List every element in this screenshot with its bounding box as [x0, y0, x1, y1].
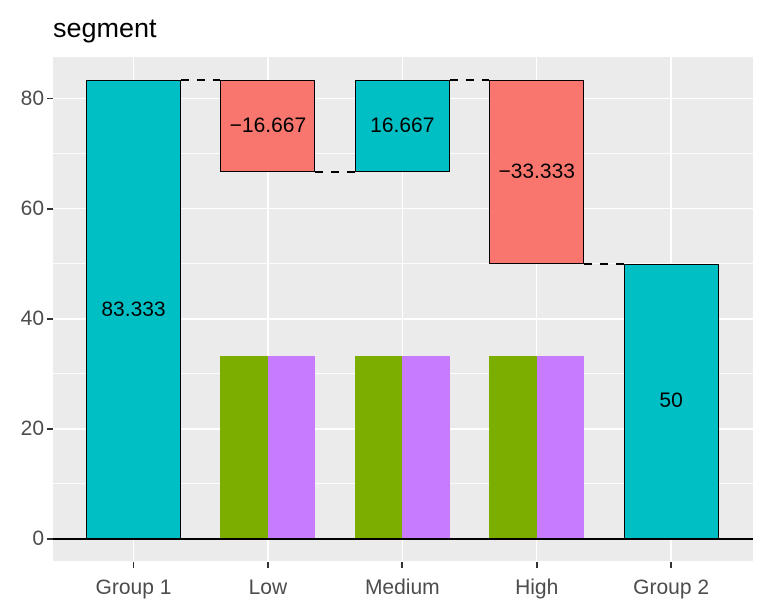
- waterfall-connector-1: [315, 170, 355, 174]
- dodged-bar-green-high: [489, 355, 537, 539]
- bar-value-label-group-1: 83.333: [101, 297, 166, 321]
- waterfall-bar-low: [220, 80, 316, 172]
- y-axis-label-0: 0: [32, 527, 44, 550]
- y-axis-label-60: 60: [20, 196, 44, 220]
- y-axis-label-80: 80: [20, 86, 44, 110]
- gridline-major-x-2: [401, 57, 404, 562]
- x-tick-4: [670, 561, 672, 568]
- y-tick-80: [46, 97, 53, 100]
- waterfall-connector-3: [584, 262, 624, 265]
- y-axis-label-20: 20: [20, 416, 44, 440]
- x-axis-label-medium: Medium: [364, 575, 440, 599]
- dodged-bar-purple-high: [536, 355, 585, 539]
- gridline-major-x-1: [267, 57, 269, 562]
- y-tick-20: [46, 428, 53, 430]
- x-axis-label-group-2: Group 2: [633, 575, 710, 599]
- waterfall-bar-high: [489, 80, 585, 264]
- waterfall-connector-0: [181, 79, 221, 82]
- chart-title: segment: [53, 13, 157, 43]
- y-tick-40: [46, 317, 53, 320]
- dodged-bar-purple-medium: [402, 355, 450, 539]
- bar-value-label-low: −16.667: [229, 114, 307, 138]
- dodged-bar-green-low: [220, 355, 268, 539]
- waterfall-bar-group-1: [86, 80, 181, 539]
- x-tick-0: [132, 561, 135, 568]
- x-tick-1: [267, 561, 269, 568]
- bar-value-label-medium: 16.667: [370, 114, 435, 138]
- y-axis-label-40: 40: [20, 306, 44, 330]
- bar-value-label-high: −33.333: [498, 160, 575, 183]
- dodged-bar-purple-low: [267, 355, 316, 539]
- x-axis-label-low: Low: [248, 575, 288, 599]
- waterfall-connector-2: [449, 79, 490, 82]
- dodged-bar-green-medium: [354, 355, 403, 539]
- x-axis-label-group-1: Group 1: [95, 575, 172, 599]
- y-tick-60: [46, 207, 53, 210]
- gridline-major-x-3: [535, 57, 538, 562]
- x-tick-3: [535, 561, 538, 568]
- x-axis-line: [53, 537, 753, 541]
- x-tick-2: [401, 561, 404, 568]
- bar-value-label-group-2: 50: [659, 389, 683, 413]
- y-tick-0: [46, 538, 53, 540]
- x-axis-label-high: High: [515, 575, 559, 599]
- waterfall-bar-medium: [354, 80, 450, 172]
